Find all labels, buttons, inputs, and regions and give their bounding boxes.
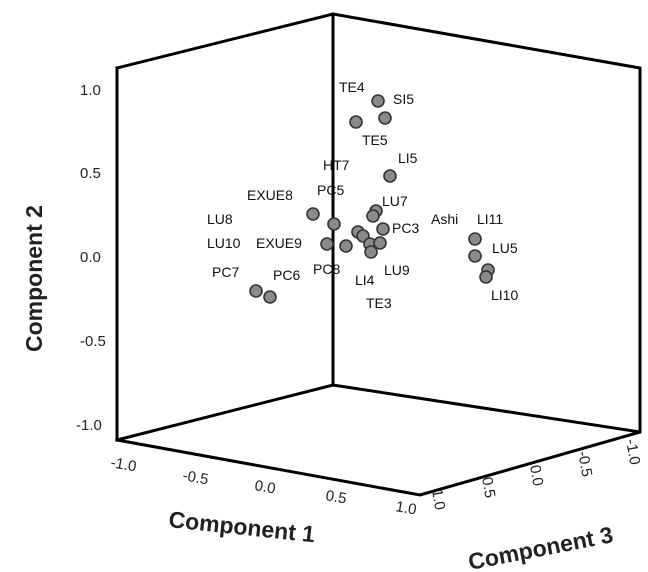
- y-tick-label: 1.0: [80, 82, 101, 99]
- point-label: TE4: [339, 79, 365, 95]
- point-label: EXUE9: [256, 235, 302, 251]
- y-tick-label: 0.5: [80, 165, 101, 182]
- data-point: [479, 270, 493, 284]
- x-tick-label: -0.5: [181, 467, 209, 488]
- data-points: [249, 94, 495, 304]
- z-axis-title: Component 3: [466, 521, 615, 572]
- point-label: LU8: [207, 211, 233, 227]
- z-tick-label: -1.0: [622, 438, 643, 466]
- data-point: [320, 237, 334, 251]
- point-label: EXUE8: [247, 187, 293, 203]
- data-point: [468, 249, 482, 263]
- point-label: TE3: [366, 295, 392, 311]
- data-point: [339, 239, 353, 253]
- z-tick-label: 1.0: [428, 488, 448, 511]
- x-tick-label: 0.5: [324, 487, 347, 507]
- point-label: LU7: [382, 193, 408, 209]
- data-point: [371, 94, 385, 108]
- x-tick-label: 1.0: [394, 498, 417, 518]
- z-tick-label: 0.5: [478, 476, 498, 499]
- z-tick-label: -0.5: [574, 450, 595, 478]
- point-label: LU5: [492, 240, 518, 256]
- y-tick-label: -1.0: [76, 417, 102, 434]
- point-label: LU9: [384, 262, 410, 278]
- z-tick-label: 0.0: [526, 464, 546, 487]
- point-label: LU10: [207, 235, 241, 251]
- point-label: PC7: [212, 264, 239, 280]
- data-point: [327, 217, 341, 231]
- point-label: PC6: [273, 267, 300, 283]
- point-label: HT7: [323, 157, 350, 173]
- point-label: LI10: [491, 287, 518, 303]
- x-tick-label: 0.0: [253, 477, 276, 497]
- data-point: [249, 284, 263, 298]
- x-tick-label: -1.0: [109, 454, 137, 475]
- point-label: PC3: [392, 220, 419, 236]
- data-point: [263, 290, 277, 304]
- point-labels: TE4 SI5 TE5 LI5 HT7 PC5 EXUE8 LU7 LU8 PC…: [207, 79, 518, 311]
- point-label: PC8: [313, 261, 340, 277]
- point-label: TE5: [362, 132, 388, 148]
- point-label: SI5: [393, 91, 414, 107]
- data-point: [373, 236, 387, 250]
- point-label: Ashi: [431, 211, 458, 227]
- data-point: [378, 111, 392, 125]
- y-tick-label: -0.5: [80, 333, 106, 350]
- y-axis-ticks: 1.0 0.5 0.0 -0.5 -1.0: [76, 82, 106, 434]
- point-label: LI5: [398, 150, 418, 166]
- data-point: [349, 115, 363, 129]
- data-point: [364, 245, 378, 259]
- y-tick-label: 0.0: [80, 249, 101, 266]
- point-label: LI11: [477, 211, 503, 227]
- point-label: PC5: [317, 182, 344, 198]
- plot-box: [115, 12, 642, 497]
- z-axis-ticks: 1.0 0.5 0.0 -0.5 -1.0: [428, 438, 643, 511]
- data-point: [383, 169, 397, 183]
- x-axis-title: Component 1: [167, 506, 316, 547]
- x-axis-ticks: -1.0 -0.5 0.0 0.5 1.0: [109, 454, 417, 518]
- data-point: [376, 222, 390, 236]
- data-point: [468, 232, 482, 246]
- data-point: [366, 209, 380, 223]
- data-point: [306, 207, 320, 221]
- y-axis-title: Component 2: [21, 205, 47, 352]
- point-label: LI4: [355, 272, 375, 288]
